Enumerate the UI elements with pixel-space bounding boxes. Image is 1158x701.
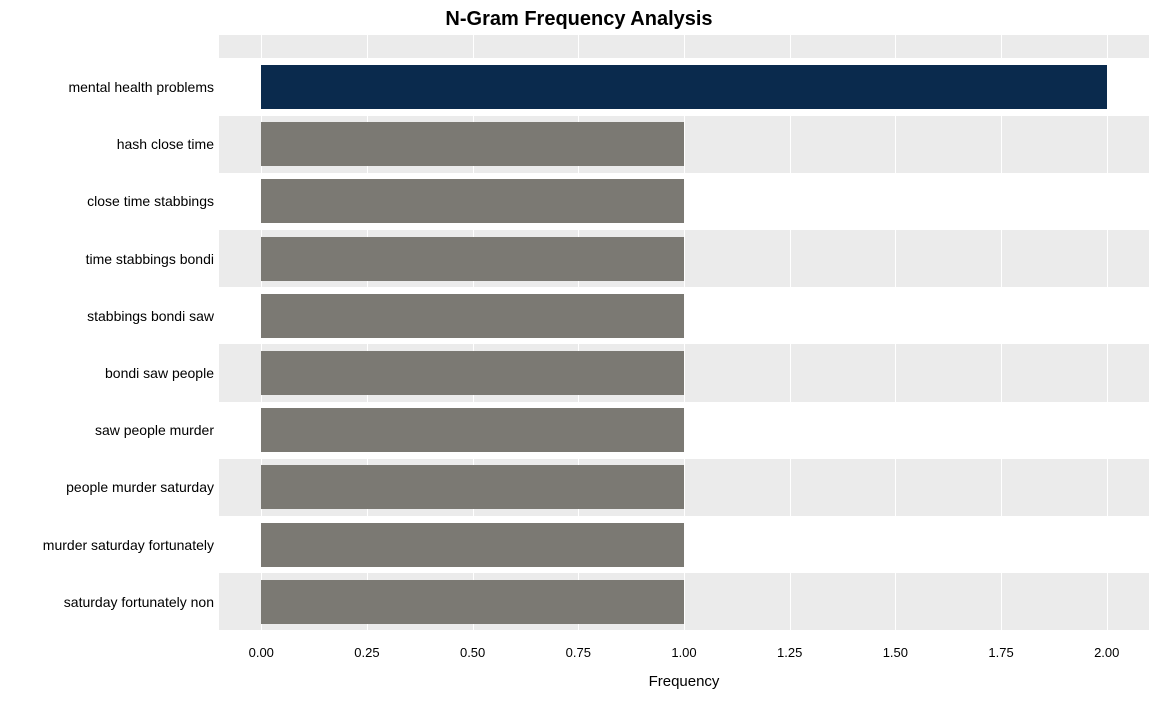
bar (261, 65, 1106, 109)
gridline (790, 35, 791, 640)
bar (261, 351, 684, 395)
y-tick-label: saturday fortunately non (4, 594, 214, 610)
plot-area (219, 35, 1149, 640)
gridline (1001, 35, 1002, 640)
x-tick-label: 0.75 (566, 645, 591, 660)
y-tick-label: bondi saw people (4, 365, 214, 381)
bar (261, 237, 684, 281)
bar (261, 179, 684, 223)
y-tick-label: saw people murder (4, 422, 214, 438)
bar (261, 122, 684, 166)
y-tick-label: hash close time (4, 136, 214, 152)
x-tick-label: 2.00 (1094, 645, 1119, 660)
y-tick-label: people murder saturday (4, 479, 214, 495)
chart-title: N-Gram Frequency Analysis (0, 8, 1158, 31)
x-tick-label: 0.00 (249, 645, 274, 660)
x-tick-label: 1.50 (883, 645, 908, 660)
gridline (895, 35, 896, 640)
gridline (1107, 35, 1108, 640)
bar (261, 580, 684, 624)
x-tick-label: 1.75 (988, 645, 1013, 660)
ngram-chart: N-Gram Frequency Analysis Frequency ment… (0, 0, 1158, 701)
bar (261, 408, 684, 452)
x-tick-label: 1.00 (671, 645, 696, 660)
y-tick-label: stabbings bondi saw (4, 308, 214, 324)
bar (261, 465, 684, 509)
bar (261, 523, 684, 567)
bar (261, 294, 684, 338)
x-axis-title: Frequency (219, 673, 1149, 690)
y-tick-label: mental health problems (4, 79, 214, 95)
y-tick-label: murder saturday fortunately (4, 537, 214, 553)
x-tick-label: 1.25 (777, 645, 802, 660)
x-tick-label: 0.50 (460, 645, 485, 660)
y-tick-label: time stabbings bondi (4, 251, 214, 267)
y-tick-label: close time stabbings (4, 193, 214, 209)
x-tick-label: 0.25 (354, 645, 379, 660)
gridline (684, 35, 685, 640)
